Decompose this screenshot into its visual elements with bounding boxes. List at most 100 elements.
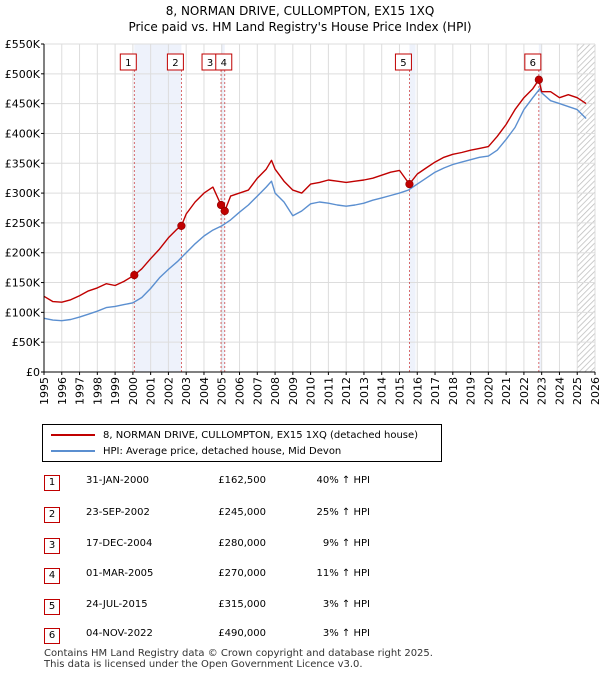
sale-marker-label: 4: [221, 58, 227, 69]
x-tick-label: 2024: [553, 377, 566, 405]
sale-point: [405, 180, 414, 189]
x-tick-label: 2014: [376, 377, 389, 405]
x-tick-label: 2001: [145, 377, 158, 405]
legend-swatch-property: [51, 434, 95, 436]
y-tick-label: £350K: [5, 157, 41, 170]
x-tick-label: 2007: [251, 377, 264, 405]
x-tick-label: 2006: [234, 377, 247, 405]
x-tick-label: 2019: [465, 377, 478, 405]
sale-point: [534, 75, 543, 84]
x-tick-label: 2017: [429, 377, 442, 405]
x-tick-label: 1996: [56, 377, 69, 405]
table-row: 2 23-SEP-2002 £245,000 25% ↑ HPI: [0, 507, 600, 529]
x-tick-label: 1998: [91, 377, 104, 405]
y-tick-label: £400K: [5, 127, 41, 140]
x-tick-label: 2004: [198, 377, 211, 405]
y-tick-label: £0: [26, 366, 40, 379]
sale-price: £245,000: [218, 507, 266, 518]
sale-price: £162,500: [218, 475, 266, 486]
sale-marker-box: [394, 53, 412, 71]
sale-number: 1: [44, 475, 60, 491]
x-tick-label: 2016: [411, 377, 424, 405]
x-tick-label: 2012: [340, 377, 353, 405]
sale-price: £315,000: [218, 599, 266, 610]
legend-label-property: 8, NORMAN DRIVE, CULLOMPTON, EX15 1XQ (d…: [103, 429, 419, 441]
sale-marker-box: [215, 53, 233, 71]
sale-number: 4: [44, 568, 60, 584]
x-tick-label: 2009: [287, 377, 300, 405]
sale-marker-box: [166, 53, 184, 71]
y-tick-label: £550K: [5, 38, 41, 51]
x-tick-label: 2021: [500, 377, 513, 405]
plot-area: [44, 44, 595, 372]
x-tick-label: 2018: [447, 377, 460, 405]
legend-item-hpi: HPI: Average price, detached house, Mid …: [51, 444, 341, 458]
chart-subtitle: Price paid vs. HM Land Registry's House …: [128, 20, 472, 34]
sale-hpi: 9% ↑ HPI: [322, 538, 370, 549]
sale-date: 17-DEC-2004: [86, 538, 153, 549]
sale-marker-label: 1: [125, 58, 131, 69]
sale-date: 23-SEP-2002: [86, 507, 150, 518]
sale-hpi: 40% ↑ HPI: [316, 475, 370, 486]
sale-price: £280,000: [218, 538, 266, 549]
x-tick-label: 2008: [269, 377, 282, 405]
x-tick-label: 2011: [322, 377, 335, 405]
sale-number: 6: [44, 628, 60, 644]
x-tick-label: 2003: [180, 377, 193, 405]
y-tick-label: £200K: [5, 247, 41, 260]
sale-marker-label: 6: [530, 58, 536, 69]
sale-marker-box: [524, 53, 542, 71]
series-line: [43, 79, 587, 303]
legend: 8, NORMAN DRIVE, CULLOMPTON, EX15 1XQ (d…: [42, 424, 442, 462]
sale-point: [216, 200, 226, 210]
table-row: 1 31-JAN-2000 £162,500 40% ↑ HPI: [0, 475, 600, 497]
x-tick-label: 2023: [536, 377, 549, 405]
x-tick-label: 2020: [482, 377, 495, 405]
x-tick-label: 1995: [38, 377, 51, 405]
x-tick-label: 2013: [358, 377, 371, 405]
sale-date: 04-NOV-2022: [86, 628, 153, 639]
legend-label-hpi: HPI: Average price, detached house, Mid …: [103, 445, 342, 457]
y-tick-label: £150K: [5, 277, 41, 290]
price-chart: 1 2 3 4 5 6 £0 £50K £100K £150K £200K £250K £300K £35…: [5, 38, 600, 405]
chart-title: 8, NORMAN DRIVE, CULLOMPTON, EX15 1XQ: [165, 4, 435, 18]
sale-hpi: 3% ↑ HPI: [322, 599, 370, 610]
sale-marker-label: 2: [172, 58, 178, 69]
sale-date: 24-JUL-2015: [86, 599, 148, 610]
x-tick-label: 2022: [518, 377, 531, 405]
x-tick-label: 2010: [305, 377, 318, 405]
x-tick-label: 2002: [162, 377, 175, 405]
sale-hpi: 25% ↑ HPI: [316, 507, 370, 518]
y-tick-label: £500K: [5, 68, 41, 81]
y-tick-label: £100K: [5, 306, 41, 319]
sale-point: [130, 270, 139, 280]
shaded-range: [409, 44, 416, 372]
sale-point: [177, 221, 186, 230]
x-tick-label: 2025: [571, 377, 584, 405]
x-tick-label: 1997: [74, 377, 87, 405]
sale-number: 5: [44, 599, 60, 615]
sale-number: 3: [44, 538, 60, 554]
x-tick-label: 1999: [109, 377, 122, 405]
shaded-range: [538, 44, 542, 372]
sale-marker-label: 5: [400, 58, 406, 69]
sale-price: £270,000: [218, 568, 266, 579]
x-tick-label: 2000: [127, 377, 140, 405]
y-tick-label: £250K: [5, 217, 41, 230]
sale-price: £490,000: [218, 628, 266, 639]
legend-swatch-hpi: [51, 450, 95, 452]
table-row: 6 04-NOV-2022 £490,000 3% ↑ HPI: [0, 628, 600, 650]
sale-marker-box: [119, 53, 137, 71]
series-line: [43, 87, 587, 322]
sale-date: 01-MAR-2005: [86, 568, 154, 579]
y-tick-label: £50K: [12, 336, 41, 349]
footer: Contains HM Land Registry data © Crown c…: [44, 648, 433, 670]
table-row: 5 24-JUL-2015 £315,000 3% ↑ HPI: [0, 599, 600, 621]
y-tick-label: £300K: [5, 187, 41, 200]
x-tick-label: 2005: [216, 377, 229, 405]
legend-item-property: 8, NORMAN DRIVE, CULLOMPTON, EX15 1XQ (d…: [51, 428, 418, 442]
footer-licence: This data is licensed under the Open Gov…: [44, 659, 363, 670]
x-tick-label: 2015: [393, 377, 406, 405]
sale-marker-label: 3: [207, 58, 213, 69]
forecast-hatch: [577, 44, 595, 372]
